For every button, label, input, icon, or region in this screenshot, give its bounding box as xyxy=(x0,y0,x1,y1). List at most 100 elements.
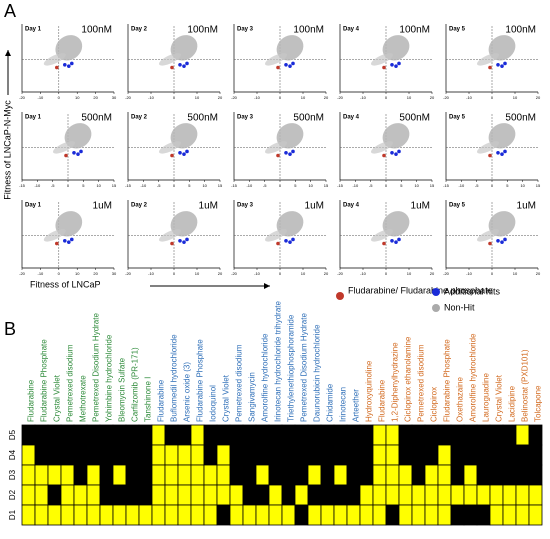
non-hit-cloud xyxy=(476,53,500,66)
heat-cell xyxy=(255,444,270,466)
x-tick-label: 10 xyxy=(195,95,200,100)
heat-cell xyxy=(320,484,335,506)
non-hit-cloud xyxy=(476,141,500,154)
fludarabine-dot xyxy=(276,241,280,246)
non-hit-cloud xyxy=(43,53,66,66)
day-label: Day 1 xyxy=(25,27,42,33)
day-label: Day 5 xyxy=(449,27,466,33)
non-hit-cloud xyxy=(264,229,288,242)
heat-cell xyxy=(281,484,296,506)
x-tick-label: -5 xyxy=(475,183,479,188)
heat-cell xyxy=(502,424,517,446)
heat-cell xyxy=(515,444,530,466)
heat-cell xyxy=(307,424,322,446)
heat-cell xyxy=(307,464,322,486)
heat-cell xyxy=(333,444,348,466)
x-tick-label: 10 xyxy=(407,95,412,100)
heat-cell xyxy=(268,464,283,486)
heat-cell xyxy=(489,464,504,486)
x-tick-label: -15 xyxy=(125,183,132,188)
non-hit-cloud xyxy=(43,229,66,242)
hit-dot xyxy=(185,149,189,154)
x-tick-label: 20 xyxy=(218,95,223,100)
hit-dot xyxy=(496,239,500,243)
x-tick-label: 0 xyxy=(491,95,494,100)
heat-cell xyxy=(47,464,62,486)
heat-cell xyxy=(177,484,192,506)
heat-cell xyxy=(476,484,491,506)
non-hit-cloud xyxy=(158,229,182,242)
heat-cell xyxy=(34,444,49,466)
dose-label: 500nM xyxy=(505,113,536,124)
heat-cell xyxy=(21,464,36,486)
legend-swatch xyxy=(432,304,440,312)
heat-cell xyxy=(450,444,465,466)
heat-cell xyxy=(411,424,426,446)
hit-dot xyxy=(67,64,71,68)
x-tick-label: 0 xyxy=(58,271,61,276)
heat-cell xyxy=(515,504,530,526)
heat-cell xyxy=(60,504,75,526)
drug-label: Fludarabine xyxy=(378,379,387,422)
x-tick-label: 5 xyxy=(294,183,297,188)
row-label: D1 xyxy=(8,509,17,520)
drug-label: Fludarabine xyxy=(27,379,36,422)
x-tick-label: 0 xyxy=(173,95,176,100)
heat-cell xyxy=(398,504,413,526)
hit-dot xyxy=(288,64,292,68)
heat-cell xyxy=(398,464,413,486)
heat-cell xyxy=(398,484,413,506)
heat-cell xyxy=(73,484,88,506)
dose-label: 100nM xyxy=(399,25,430,36)
heat-cell xyxy=(411,504,426,526)
x-tick-label: -20 xyxy=(125,95,132,100)
heat-cell xyxy=(60,424,75,446)
drug-label: Chidamide xyxy=(326,383,335,422)
hit-dot xyxy=(397,149,401,154)
dose-label: 100nM xyxy=(293,25,324,36)
heat-cell xyxy=(450,424,465,446)
heat-cell xyxy=(255,464,270,486)
heat-cell xyxy=(385,464,400,486)
x-tick-label: 5 xyxy=(400,183,403,188)
x-tick-label: 10 xyxy=(520,183,525,188)
heat-cell xyxy=(99,424,114,446)
hit-dot xyxy=(288,152,292,156)
x-tick-label: 0 xyxy=(58,95,61,100)
drug-label: 1,2-Diphenylhydrazine xyxy=(391,342,400,422)
fludarabine-dot xyxy=(55,65,59,70)
heat-cell xyxy=(320,444,335,466)
heat-cell xyxy=(463,444,478,466)
heat-cell xyxy=(112,424,127,446)
fludarabine-dot xyxy=(488,65,492,70)
heat-cell xyxy=(359,504,374,526)
heat-cell xyxy=(255,484,270,506)
heat-cell xyxy=(372,484,387,506)
heat-cell xyxy=(450,504,465,526)
row-label: D4 xyxy=(8,449,17,460)
drug-label: Methotrexate xyxy=(79,375,88,422)
heat-cell xyxy=(86,424,101,446)
heat-cell xyxy=(229,424,244,446)
heat-cell xyxy=(294,444,309,466)
heat-cell xyxy=(437,504,452,526)
heat-cell xyxy=(203,484,218,506)
heat-cell xyxy=(216,444,231,466)
x-tick-label: 10 xyxy=(75,95,80,100)
x-tick-label: 0 xyxy=(173,183,176,188)
panel-label: B xyxy=(4,319,16,339)
heat-cell xyxy=(398,424,413,446)
heat-cell xyxy=(346,444,361,466)
drug-label: Ciclopirox ethanolamine xyxy=(404,336,413,422)
heat-cell xyxy=(489,504,504,526)
drug-label: Belinostat (PXD101) xyxy=(521,349,530,422)
heat-cell xyxy=(333,464,348,486)
drug-label: Yohimbine hydrochloride xyxy=(105,334,114,422)
day-label: Day 1 xyxy=(25,203,42,209)
hit-dot xyxy=(291,237,295,242)
x-tick-label: -10 xyxy=(254,95,261,100)
heat-cell xyxy=(372,424,387,446)
heat-cell xyxy=(502,464,517,486)
x-tick-label: 10 xyxy=(301,271,306,276)
drug-label: Amorolfine hydrochloride xyxy=(261,333,270,422)
